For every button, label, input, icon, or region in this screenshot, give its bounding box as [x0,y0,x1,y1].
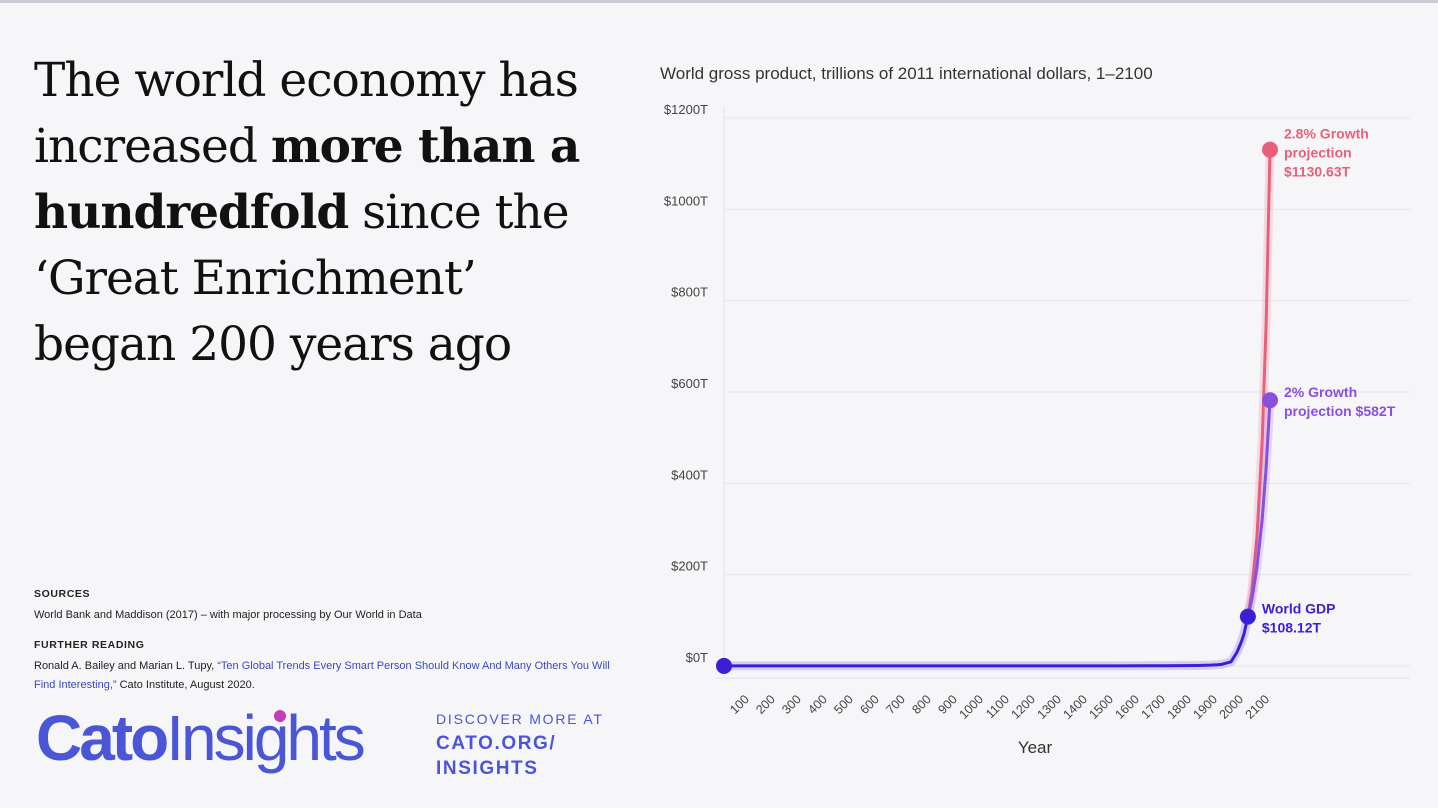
x-tick-label: 700 [883,692,908,717]
further-reading-suffix: Cato Institute, August 2020. [116,679,255,691]
series-line [722,615,1250,668]
x-tick-label: 400 [805,692,830,717]
y-tick-label: $1000T [664,193,708,208]
series-annotation: $108.12T [1262,620,1322,636]
headline-part2: since the ‘Great Enrichment’ began 200 y… [34,185,570,372]
series-halo [719,612,1253,671]
x-tick-label: 2000 [1217,692,1247,722]
x-tick-label: 2100 [1243,692,1273,722]
end-point [1239,608,1256,625]
x-tick-label: 800 [909,692,934,717]
url-line-1[interactable]: CATO.ORG/ [436,733,557,754]
x-tick-label: 1500 [1086,692,1116,722]
x-axis-label: Year [1018,738,1053,757]
series-annotation: projection $582T [1284,403,1396,419]
top-border [0,0,1438,3]
discover-line: DISCOVER MORE AT [436,711,604,727]
x-tick-label: 300 [779,692,804,717]
logo-insights: Insights [166,702,366,774]
logo-dot-icon [274,710,286,722]
further-reading-text: Ronald A. Bailey and Marian L. Tupy, “Te… [34,657,614,695]
series-annotation: World GDP [1262,601,1336,617]
end-point [1262,392,1278,409]
x-tick-label: 1400 [1060,692,1090,722]
x-tick-label: 1200 [1008,692,1038,722]
x-tick-label: 100 [727,692,752,717]
headline: The world economy has increased more tha… [34,48,624,378]
further-reading-link[interactable]: “Ten Global Trends Every Smart Person Sh… [34,660,610,691]
x-tick-label: 1600 [1112,692,1142,722]
notes-section: SOURCES World Bank and Maddison (2017) –… [34,588,614,709]
y-tick-label: $200T [671,559,708,574]
y-tick-label: $0T [686,650,708,665]
y-tick-label: $1200T [664,102,708,117]
sources-heading: SOURCES [34,588,91,600]
series-annotation: $1130.63T [1284,164,1351,180]
sources-text: World Bank and Maddison (2017) – with ma… [34,609,422,621]
x-tick-label: 1900 [1191,692,1221,722]
further-reading-authors: Ronald A. Bailey and Marian L. Tupy, [34,660,218,672]
logo-cato: Cato [36,702,169,774]
y-tick-label: $800T [671,285,708,300]
x-tick-label: 1300 [1034,692,1064,722]
x-tick-label: 1800 [1165,692,1195,722]
series-line [1246,398,1272,619]
x-tick-label: 200 [753,692,778,717]
x-tick-label: 1100 [983,692,1012,721]
x-tick-label: 600 [857,692,882,717]
further-reading-heading: FURTHER READING [34,639,145,651]
gdp-chart: $0T$200T$400T$600T$800T$1000T$1200T 100 2… [664,102,1410,757]
x-tick-label: 1700 [1139,692,1169,722]
series-annotation: projection [1284,145,1352,161]
x-tick-label: 1000 [956,692,986,722]
url-line-2[interactable]: INSIGHTS [436,758,539,779]
start-point [716,657,732,674]
x-tick-label: 500 [831,692,856,717]
discover-more: DISCOVER MORE AT CATO.ORG/ INSIGHTS [436,711,604,781]
cato-insights-logo: CatoInsights [36,700,366,776]
y-tick-label: $600T [671,376,708,391]
series-annotation: 2.8% Growth [1284,126,1369,142]
headline-bold: more than a hundredfold [34,119,580,240]
chart-title: World gross product, trillions of 2011 i… [660,64,1153,83]
headline-part1: The world economy has increased [34,53,579,174]
y-tick-label: $400T [671,467,708,482]
series-annotation: 2% Growth [1284,384,1357,400]
end-point [1262,141,1278,158]
